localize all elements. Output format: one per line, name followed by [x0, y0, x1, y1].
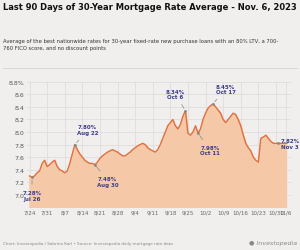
Text: 7.82%
Nov 3: 7.82% Nov 3 — [281, 138, 300, 149]
Text: 7.80%
Aug 22: 7.80% Aug 22 — [76, 125, 99, 143]
Text: 7.28%
Jul 26: 7.28% Jul 26 — [22, 180, 42, 201]
Text: 8.45%
Oct 17: 8.45% Oct 17 — [215, 84, 236, 102]
Text: Last 90 Days of 30-Year Mortgage Rate Average - Nov. 6, 2023: Last 90 Days of 30-Year Mortgage Rate Av… — [3, 2, 297, 12]
Text: Chart: Investopedia / Sabrina Karl • Source: Investopedia daily mortgage rate da: Chart: Investopedia / Sabrina Karl • Sou… — [3, 241, 173, 245]
Text: 7.48%
Aug 30: 7.48% Aug 30 — [97, 167, 119, 187]
Text: ● Investopedia: ● Investopedia — [249, 240, 297, 245]
Text: 8.34%
Oct 6: 8.34% Oct 6 — [166, 89, 185, 109]
Text: 7.98%
Oct 11: 7.98% Oct 11 — [200, 136, 220, 156]
Text: Average of the best nationwide rates for 30-year fixed-rate new purchase loans w: Average of the best nationwide rates for… — [3, 39, 278, 50]
